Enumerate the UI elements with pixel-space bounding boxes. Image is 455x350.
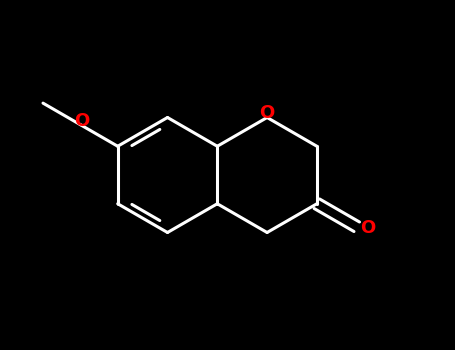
Text: O: O [360,219,375,237]
Text: O: O [259,105,275,122]
Text: O: O [74,112,90,130]
